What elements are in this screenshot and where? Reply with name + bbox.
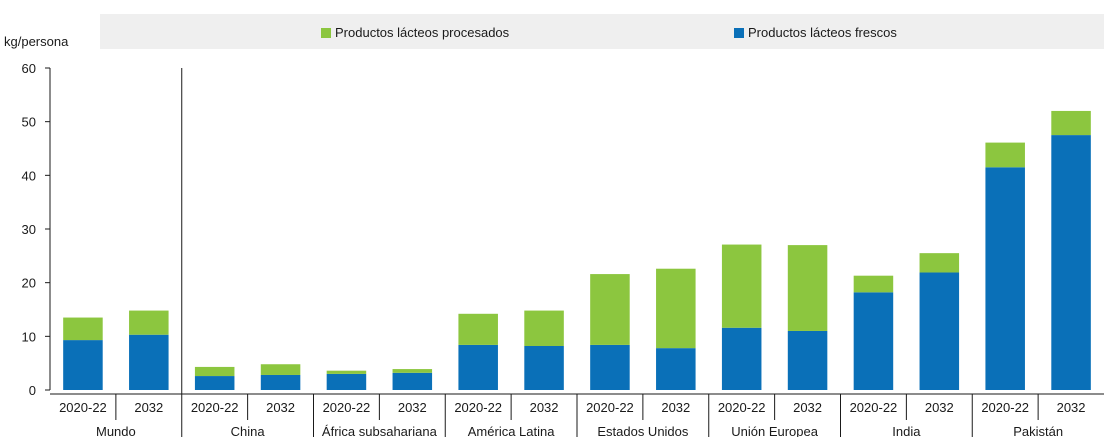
bar-processed-4: [326, 370, 367, 374]
group-label-6: India: [892, 424, 921, 437]
bar-processed-5: [392, 369, 433, 373]
y-tick-label-10: 10: [22, 329, 36, 344]
group-label-0: Mundo: [96, 424, 136, 437]
bar-fresh-1: [129, 334, 169, 390]
bar-fresh-7: [524, 345, 564, 390]
y-tick-label-40: 40: [22, 168, 36, 183]
bar-fresh-13: [919, 272, 960, 390]
bar-processed-0: [63, 317, 103, 341]
bar-processed-10: [721, 244, 762, 328]
group-label-4: Estados Unidos: [597, 424, 689, 437]
y-tick-label-20: 20: [22, 276, 36, 291]
x-tick-label-2: 2020-22: [191, 400, 239, 415]
group-label-7: Pakistán: [1013, 424, 1063, 437]
legend-label-processed: Productos lácteos procesados: [335, 25, 510, 40]
bar-fresh-10: [721, 327, 762, 390]
bar-fresh-3: [260, 374, 301, 390]
x-tick-label-4: 2020-22: [323, 400, 371, 415]
bar-processed-1: [129, 310, 169, 335]
y-tick-label-30: 30: [22, 222, 36, 237]
bar-fresh-0: [63, 340, 103, 390]
legend-item-fresh: Productos lácteos frescos: [734, 25, 897, 40]
group-label-5: Unión Europea: [731, 424, 818, 437]
group-label-2: África subsahariana: [322, 424, 438, 437]
x-tick-label-3: 2032: [266, 400, 295, 415]
y-tick-label-50: 50: [22, 115, 36, 130]
x-tick-label-0: 2020-22: [59, 400, 107, 415]
x-tick-label-9: 2032: [661, 400, 690, 415]
bar-fresh-5: [392, 372, 433, 390]
x-tick-label-12: 2020-22: [850, 400, 898, 415]
bar-processed-14: [985, 142, 1025, 168]
y-tick-label-0: 0: [29, 383, 36, 398]
y-axis-label: kg/persona: [4, 34, 69, 49]
bar-fresh-4: [326, 373, 367, 390]
bar-fresh-15: [1051, 135, 1091, 390]
bar-processed-3: [260, 364, 301, 375]
bar-processed-15: [1051, 110, 1091, 136]
bar-processed-11: [787, 245, 828, 331]
bar-processed-2: [194, 366, 235, 377]
x-tick-label-1: 2032: [134, 400, 163, 415]
group-label-1: China: [231, 424, 266, 437]
y-tick-label-60: 60: [22, 61, 36, 76]
bar-fresh-12: [853, 292, 894, 390]
bar-fresh-9: [656, 348, 696, 390]
bar-processed-9: [656, 268, 696, 349]
x-tick-label-8: 2020-22: [586, 400, 634, 415]
bar-fresh-11: [787, 330, 828, 390]
x-tick-label-5: 2032: [398, 400, 427, 415]
x-tick-label-6: 2020-22: [454, 400, 502, 415]
legend-swatch-fresh: [734, 27, 744, 38]
bar-fresh-2: [194, 376, 235, 390]
legend-swatch-processed: [321, 27, 331, 38]
bar-processed-8: [590, 274, 630, 345]
legend-item-processed: Productos lácteos procesados: [321, 25, 509, 40]
x-tick-label-15: 2032: [1057, 400, 1086, 415]
bar-fresh-6: [458, 344, 498, 390]
bar-processed-6: [458, 313, 498, 345]
x-tick-label-13: 2032: [925, 400, 954, 415]
group-label-3: América Latina: [468, 424, 555, 437]
x-tick-label-11: 2032: [793, 400, 822, 415]
bar-fresh-8: [590, 344, 630, 390]
bar-processed-7: [524, 310, 564, 346]
legend-background: [100, 14, 1104, 49]
bar-fresh-14: [985, 167, 1025, 390]
x-tick-label-14: 2020-22: [981, 400, 1029, 415]
bar-processed-13: [919, 253, 960, 273]
bar-processed-12: [853, 275, 894, 293]
x-tick-label-10: 2020-22: [718, 400, 766, 415]
x-tick-label-7: 2032: [530, 400, 559, 415]
legend-label-fresh: Productos lácteos frescos: [748, 25, 897, 40]
